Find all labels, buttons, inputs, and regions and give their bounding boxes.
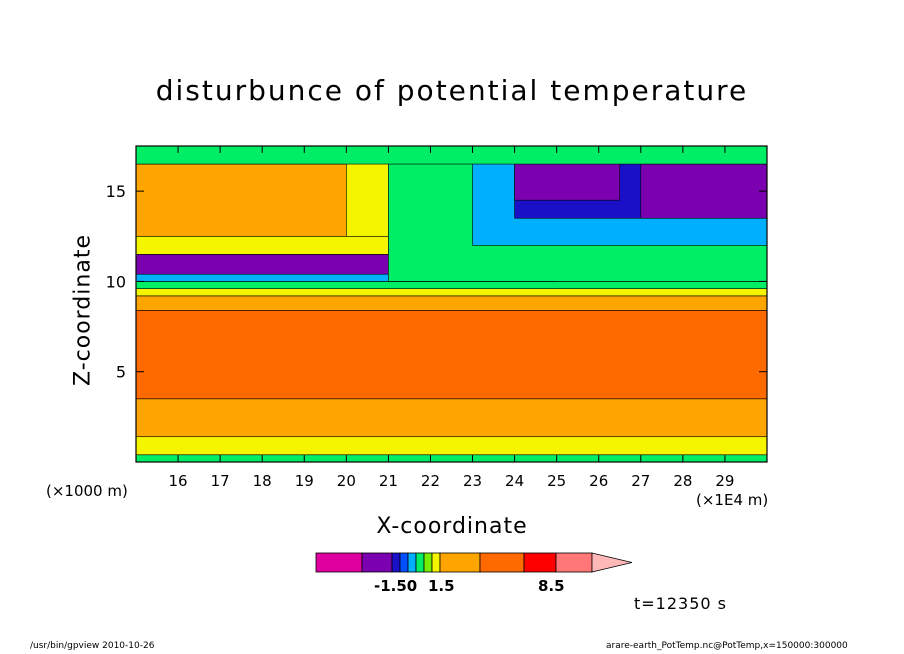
colorbar-segment-11 xyxy=(555,552,593,573)
colorbar-segment-7 xyxy=(431,552,441,573)
footer-right: arare-earth_PotTemp.nc@PotTemp,x=150000:… xyxy=(606,641,848,651)
contour-region-17 xyxy=(136,146,767,165)
colorbar-label-max: 8.5 xyxy=(538,577,565,595)
x-tick-label: 23 xyxy=(463,472,482,490)
x-tick-label: 22 xyxy=(421,472,440,490)
x-tick-label: 17 xyxy=(211,472,230,490)
contour-region-2 xyxy=(136,398,767,438)
contour-region-0 xyxy=(136,454,767,462)
contour-fill-layer xyxy=(136,146,767,462)
colorbar-tip xyxy=(591,552,633,573)
x-tick-label: 19 xyxy=(295,472,314,490)
colorbar xyxy=(315,552,633,573)
x-tick-label: 29 xyxy=(715,472,734,490)
x-unit-right-label: (×1E4 m) xyxy=(696,491,769,509)
y-tick-label: 10 xyxy=(106,272,126,291)
colorbar-segment-0 xyxy=(315,552,363,573)
contour-region-16 xyxy=(640,163,767,219)
colorbar-segment-1 xyxy=(361,552,393,573)
y-tick-label: 5 xyxy=(116,363,126,382)
x-tick-label: 26 xyxy=(589,472,608,490)
y-axis-label: Z-coordinate xyxy=(70,234,96,386)
x-tick-label: 20 xyxy=(337,472,356,490)
colorbar-segment-10 xyxy=(523,552,557,573)
x-tick-label: 28 xyxy=(673,472,692,490)
x-tick-label: 27 xyxy=(631,472,650,490)
colorbar-segment-5 xyxy=(415,552,425,573)
x-tick-label: 16 xyxy=(169,472,188,490)
footer-left: /usr/bin/gpview 2010-10-26 xyxy=(30,641,155,651)
chart-title: disturbunce of potential temperature xyxy=(155,74,749,107)
x-tick-label: 25 xyxy=(547,472,566,490)
contour-region-6 xyxy=(136,281,767,289)
contour-region-4 xyxy=(136,295,767,311)
colorbar-label-neg: -1.50 xyxy=(374,577,418,595)
x-tick-label: 24 xyxy=(505,472,524,490)
colorbar-segment-8 xyxy=(439,552,481,573)
colorbar-segment-2 xyxy=(391,552,401,573)
time-label: t=12350 s xyxy=(634,594,727,613)
colorbar-segment-6 xyxy=(423,552,433,573)
colorbar-segment-9 xyxy=(479,552,525,573)
contour-region-1 xyxy=(136,436,767,456)
contour-region-3 xyxy=(136,310,767,400)
colorbar-label-pos: 1.5 xyxy=(428,577,455,595)
contour-region-9 xyxy=(136,235,389,255)
colorbar-segment-4 xyxy=(407,552,417,573)
contour-region-5 xyxy=(136,288,767,297)
contour-region-10 xyxy=(136,163,347,237)
y-tick-label: 15 xyxy=(106,182,126,201)
plot-frame xyxy=(135,145,768,463)
contour-region-8 xyxy=(136,254,410,275)
axis-ticks: 16 17 18 19 20 21 22 23 24 25 26 27 28 29 5 10 15 xyxy=(106,146,767,490)
colorbar-segment-3 xyxy=(399,552,409,573)
x-axis-label: X-coordinate xyxy=(376,514,528,539)
x-unit-left-label: (×1000 m) xyxy=(46,482,128,500)
x-tick-label: 18 xyxy=(253,472,272,490)
x-tick-label: 21 xyxy=(379,472,398,490)
